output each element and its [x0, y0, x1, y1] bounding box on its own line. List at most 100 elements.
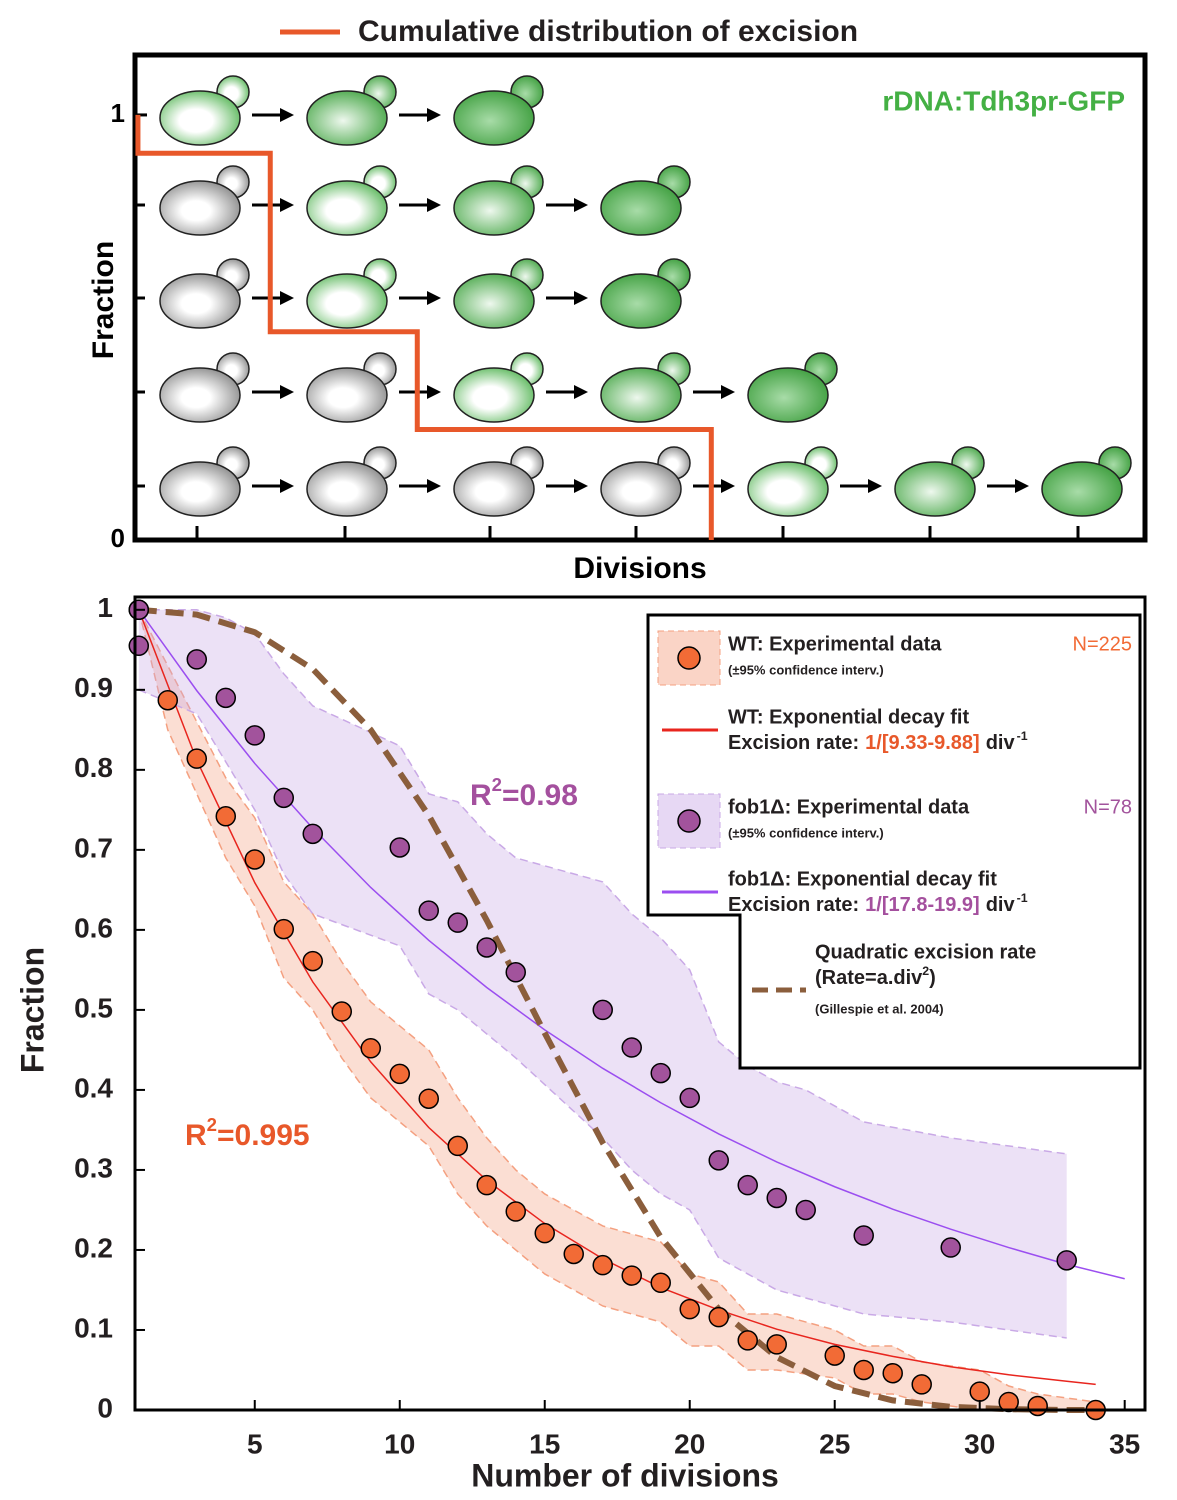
- annotation-symbol: R: [185, 1119, 207, 1152]
- formula-end: ): [929, 967, 936, 989]
- arrow-head: [427, 385, 441, 399]
- cell-body: [894, 461, 976, 517]
- data-point: [534, 1222, 555, 1244]
- data-point: [766, 1334, 787, 1355]
- x-axis-label: Divisions: [573, 552, 706, 585]
- rate-value: 1/[9.33-9.88]: [865, 732, 980, 754]
- data-point: [853, 1359, 874, 1381]
- arrow-head: [280, 108, 294, 122]
- rate-value: 1/[17.8-19.9]: [865, 894, 980, 916]
- legend-label: fob1Δ: Experimental data: [728, 796, 970, 818]
- cell-body: [306, 180, 388, 236]
- data-point: [505, 962, 526, 983]
- data-point: [592, 1254, 613, 1276]
- confidence-bound: [138, 609, 1067, 1155]
- y-tick-label: 0.8: [74, 752, 113, 783]
- y-tick-label: 0.9: [74, 672, 113, 703]
- r-squared-annotation: R2=0.98: [470, 774, 578, 812]
- y-tick-label: 0.6: [74, 912, 113, 943]
- data-point: [215, 806, 237, 827]
- quadratic-curve: [138, 606, 1096, 1413]
- rate-exponent: -1: [1017, 891, 1028, 905]
- rate-label: Excision rate:: [728, 732, 859, 754]
- arrow-head: [427, 108, 441, 122]
- confidence-band: [138, 609, 1096, 1410]
- data-point: [360, 1038, 382, 1059]
- data-point: [302, 823, 324, 845]
- annotation-value: =0.995: [217, 1119, 310, 1152]
- data-point: [186, 649, 208, 670]
- data-point: [708, 1150, 729, 1171]
- data-point: [592, 999, 613, 1021]
- legend-note: (±95% confidence interv.): [728, 825, 884, 840]
- legend-note: (±95% confidence interv.): [728, 662, 884, 677]
- data-point: [389, 837, 411, 858]
- y-tick-label: 1: [111, 98, 125, 128]
- data-point: [244, 725, 266, 746]
- legend-rate: Excision rate: 1/[17.8-19.9] div -1: [728, 891, 1028, 916]
- cell-body: [159, 90, 241, 146]
- y-axis-label: Fraction: [14, 947, 50, 1073]
- x-tick-label: 35: [1109, 1428, 1140, 1459]
- cell-body: [600, 180, 682, 236]
- legend-label: Quadratic excision rate: [815, 941, 1036, 963]
- data-point: [244, 849, 266, 870]
- legend-formula: (Rate=a.div2): [815, 964, 936, 989]
- data-point: [853, 1225, 874, 1246]
- data-point: [679, 1298, 700, 1320]
- data-point: [650, 1272, 671, 1294]
- data-point: [447, 1135, 468, 1157]
- y-tick-label: 0.5: [74, 992, 113, 1023]
- data-point: [650, 1062, 671, 1084]
- cell-body: [306, 461, 388, 517]
- cell-body: [159, 180, 241, 236]
- annotation-value: =0.98: [502, 779, 578, 812]
- cell-body: [306, 90, 388, 146]
- data-point: [824, 1345, 845, 1366]
- legend-marker: [677, 809, 701, 833]
- arrow-head: [574, 291, 588, 305]
- arrow-head: [427, 198, 441, 212]
- y-tick-label: 0.7: [74, 832, 113, 863]
- legend-count: N=78: [1084, 796, 1132, 818]
- data-point: [128, 635, 150, 657]
- cell-body: [306, 273, 388, 329]
- arrow-head: [721, 385, 735, 399]
- arrow-head: [868, 479, 882, 493]
- x-tick-label: 5: [247, 1428, 263, 1459]
- annotation: rDNA:Tdh3pr-GFP: [882, 85, 1125, 116]
- plot-frame: [133, 595, 1147, 1412]
- annotation-superscript: 2: [207, 1114, 217, 1135]
- legend-marker: [677, 646, 701, 670]
- y-axis-label: Fraction: [87, 241, 120, 359]
- cell-body: [600, 273, 682, 329]
- legend-count: N=225: [1073, 633, 1133, 655]
- cell-body: [159, 367, 241, 423]
- data-point: [1027, 1395, 1048, 1417]
- cell-body: [159, 461, 241, 517]
- y-tick-label: 0: [97, 1392, 113, 1423]
- cell-body: [453, 180, 535, 236]
- data-point: [1056, 1250, 1077, 1271]
- data-point: [418, 900, 439, 921]
- data-point: [679, 1087, 700, 1109]
- y-tick-label: 0.4: [74, 1072, 113, 1103]
- confidence-bound: [138, 609, 1096, 1411]
- cell-body: [600, 367, 682, 423]
- arrow-head: [280, 291, 294, 305]
- r-squared-annotation: R2=0.995: [185, 1114, 310, 1152]
- data-point: [157, 689, 179, 711]
- legend-text: Cumulative distribution of excision: [358, 15, 858, 48]
- arrow-head: [1015, 479, 1029, 493]
- arrow-head: [280, 198, 294, 212]
- data-point: [882, 1362, 903, 1384]
- data-point: [331, 1001, 353, 1022]
- annotation-superscript: 2: [492, 774, 502, 795]
- arrow-head: [280, 479, 294, 493]
- legend-label: WT: Exponential decay fit: [728, 706, 969, 728]
- formula: (Rate=a.div: [815, 967, 923, 989]
- data-point: [737, 1330, 758, 1351]
- arrow-head: [721, 479, 735, 493]
- data-point: [911, 1374, 932, 1395]
